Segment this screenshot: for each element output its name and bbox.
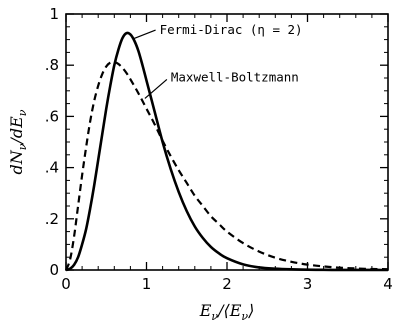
x-tick-label: 3 [303,275,313,293]
x-tick-label: 0 [61,275,71,293]
y-tick-label: 0 [49,261,59,279]
maxwell-boltzmann-curve [64,60,389,271]
x-tick-label: 2 [222,275,232,293]
tick-labels: 0 1 2 3 4 0 .2 .4 .6 .8 1 [45,5,393,293]
y-tick-label: .8 [45,56,59,74]
ticks [65,13,389,271]
fermi-dirac-leader [132,29,156,40]
plot-frame [65,13,389,271]
maxwell-boltzmann-leader [144,79,168,99]
annotations: Fermi-Dirac (η = 2) Maxwell-Boltzmann [132,22,303,99]
x-tick-label: 1 [142,275,152,293]
maxwell-boltzmann-label: Maxwell-Boltzmann [171,69,299,84]
x-tick-label: 4 [383,275,393,293]
y-tick-label: 1 [49,5,59,23]
curves [64,31,389,272]
y-axis-label: dNν/dEν [7,109,29,174]
x-axis-label: Eν/⟨Eν⟩ [199,301,255,323]
y-tick-label: .2 [45,210,59,228]
y-tick-label: .4 [45,159,59,177]
y-tick-label: .6 [45,107,59,125]
fermi-dirac-label: Fermi-Dirac (η = 2) [160,22,303,37]
fermi-dirac-curve [65,31,389,272]
